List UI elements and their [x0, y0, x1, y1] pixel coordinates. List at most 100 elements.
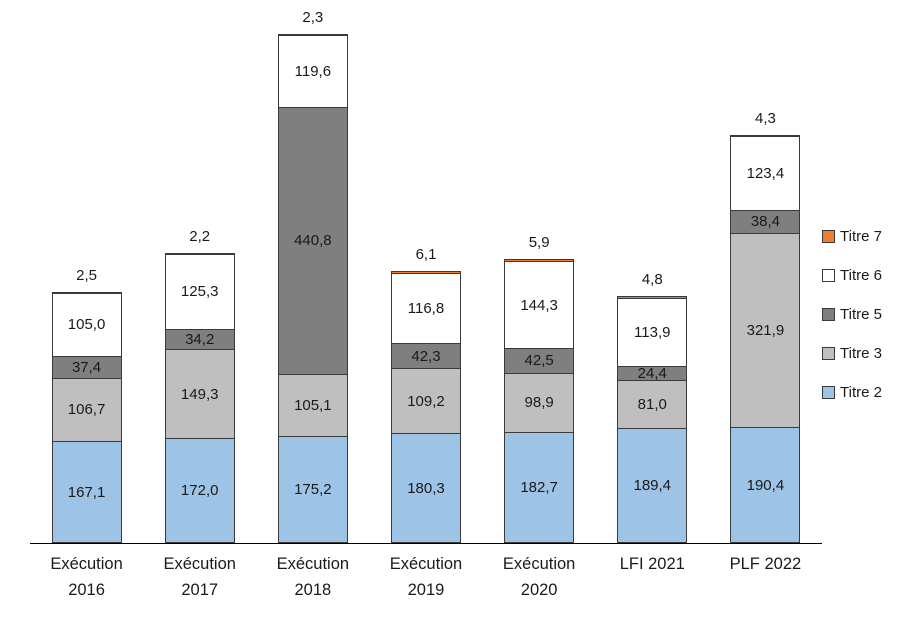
x-axis-label-line: 2016	[68, 581, 105, 600]
segment-value-label: 125,3	[180, 283, 219, 301]
bar-ex-cution-2018: 175,2 105,1 440,8 119,6	[277, 33, 348, 543]
bar-segment-titre-5: 440,8	[277, 106, 348, 375]
segment-value-label: 42,3	[411, 347, 441, 365]
legend-item-titre-2: Titre 2	[822, 384, 900, 401]
segment-value-label: 105,0	[67, 316, 106, 334]
segment-value-label: 180,3	[407, 479, 445, 497]
x-axis-label-line: Exécution	[50, 555, 123, 573]
legend-item-titre-3: Titre 3	[822, 345, 900, 362]
bar-top-value-label: 4,3	[754, 109, 776, 127]
x-axis-label-ex-cution-2019: Exécution 2019	[369, 551, 482, 604]
bar-segment-titre-5: 37,4	[51, 355, 122, 379]
x-axis-labels: Exécution 2016 Exécution 2017 Exécution 2018 E…	[30, 551, 822, 611]
bar-segment-titre-2: 167,1	[51, 441, 122, 543]
x-axis-label-ex-cution-2020: Exécution 2020	[483, 551, 596, 604]
segment-value-label: 175,2	[294, 481, 332, 499]
legend-swatch-icon	[822, 269, 835, 282]
bar-segment-titre-5: 24,4	[617, 364, 688, 382]
segment-value-label: 38,4	[750, 213, 780, 231]
x-axis-label-line: Exécution	[276, 555, 350, 573]
segment-value-label: 42,5	[524, 352, 554, 370]
legend-label: Titre 3	[840, 345, 882, 362]
segment-value-label: 24,4	[637, 364, 667, 382]
bar-group-ex-cution-2020: 5,9 182,7 98,9 42,5 144,3	[483, 16, 596, 543]
x-axis-label-line: 2017	[181, 581, 219, 600]
bar-ex-cution-2016: 167,1 106,7 37,4 105,0	[51, 291, 122, 543]
bar-group-plf-2022: 4,3 190,4 321,9 38,4 123,4	[709, 16, 822, 543]
legend: Titre 7 Titre 6 Titre 5 Titre 3 Titre 2	[822, 228, 900, 423]
segment-value-label: 34,2	[185, 330, 215, 348]
segment-value-label: 116,8	[407, 300, 445, 318]
bar-segment-titre-6: 116,8	[390, 273, 461, 345]
bar-top-value-label: 2,3	[302, 9, 324, 27]
segment-value-label: 144,3	[520, 296, 558, 314]
bar-segment-titre-3: 149,3	[164, 348, 235, 440]
x-axis-label-line: Exécution	[502, 555, 576, 573]
x-axis-label-line: 2018	[294, 581, 332, 600]
x-axis-label-plf-2022: PLF 2022	[709, 551, 822, 577]
bar-segment-titre-3: 106,7	[51, 377, 122, 443]
bar-segment-titre-5: 42,5	[504, 347, 575, 374]
bar-ex-cution-2019: 180,3 109,2 42,3 116,8	[390, 270, 461, 543]
bar-group-ex-cution-2017: 2,2 172,0 149,3 34,2 125,3	[143, 16, 256, 543]
x-axis-label-line: 2019	[407, 581, 445, 600]
bar-segment-titre-6: 105,0	[51, 292, 122, 357]
legend-label: Titre 7	[840, 228, 882, 245]
bar-segment-titre-5: 34,2	[164, 328, 235, 350]
bar-segment-titre-2: 189,4	[617, 427, 688, 543]
x-axis-label-line: Exécution	[163, 555, 236, 573]
x-axis-label-line: 2020	[520, 581, 558, 600]
segment-value-label: 123,4	[746, 165, 785, 183]
bar-segment-titre-5: 42,3	[390, 343, 461, 369]
bar-segment-titre-3: 105,1	[277, 373, 348, 438]
legend-label: Titre 6	[840, 267, 882, 284]
segment-value-label: 106,7	[67, 401, 106, 419]
bar-top-value-label: 4,8	[641, 270, 663, 288]
bar-segment-titre-2: 172,0	[164, 438, 235, 543]
segment-value-label: 81,0	[637, 395, 667, 413]
segment-value-label: 105,1	[294, 397, 332, 415]
bar-lfi-2021: 189,4 81,0 24,4 113,9	[617, 295, 688, 543]
bar-group-ex-cution-2018: 2,3 175,2 105,1 440,8 119,6	[256, 9, 369, 543]
segment-value-label: 37,4	[71, 358, 102, 376]
segment-value-label: 119,6	[294, 62, 332, 80]
legend-item-titre-5: Titre 5	[822, 306, 900, 323]
bar-top-value-label: 2,5	[76, 267, 97, 285]
bar-segment-titre-6: 125,3	[164, 253, 235, 330]
bar-group-lfi-2021: 4,8 189,4 81,0 24,4 113,9	[596, 16, 709, 543]
bar-segment-titre-3: 98,9	[504, 372, 575, 433]
x-axis-label-ex-cution-2016: Exécution 2016	[30, 551, 143, 604]
x-axis-label-line: LFI 2021	[619, 555, 685, 573]
bar-segment-titre-6: 123,4	[730, 136, 801, 212]
segment-value-label: 113,9	[634, 323, 671, 341]
legend-swatch-icon	[822, 386, 835, 399]
bar-ex-cution-2017: 172,0 149,3 34,2 125,3	[164, 252, 235, 543]
bar-segment-titre-2: 182,7	[504, 431, 575, 543]
x-axis-label-ex-cution-2017: Exécution 2017	[143, 551, 256, 604]
segment-value-label: 190,4	[746, 476, 785, 494]
bar-segment-titre-6: 113,9	[617, 297, 688, 367]
x-axis-label-line: Exécution	[389, 555, 463, 573]
bar-plf-2022: 190,4 321,9 38,4 123,4	[730, 134, 801, 543]
segment-value-label: 189,4	[633, 476, 672, 494]
segment-value-label: 149,3	[180, 385, 219, 403]
bar-top-value-label: 2,2	[189, 228, 211, 246]
bar-segment-titre-2: 180,3	[390, 433, 461, 543]
segment-value-label: 440,8	[294, 232, 332, 250]
legend-swatch-icon	[822, 230, 835, 243]
bar-segment-titre-2: 175,2	[277, 436, 348, 543]
bar-segment-titre-6: 144,3	[504, 261, 575, 349]
bar-segment-titre-3: 109,2	[390, 368, 461, 435]
bar-top-value-label: 5,9	[528, 233, 550, 251]
x-axis-label-lfi-2021: LFI 2021	[596, 551, 709, 577]
bar-segment-titre-5: 38,4	[730, 210, 801, 234]
legend-label: Titre 5	[840, 306, 882, 323]
plot-area: 2,5 167,1 106,7 37,4 105,0 2,2 172,0 149,3 34,2 1…	[30, 9, 822, 544]
legend-item-titre-6: Titre 6	[822, 267, 900, 284]
segment-value-label: 98,9	[524, 394, 554, 412]
bar-ex-cution-2020: 182,7 98,9 42,5 144,3	[504, 258, 575, 543]
legend-swatch-icon	[822, 308, 835, 321]
bar-segment-titre-2: 190,4	[730, 427, 801, 543]
bar-segment-titre-3: 321,9	[730, 232, 801, 429]
